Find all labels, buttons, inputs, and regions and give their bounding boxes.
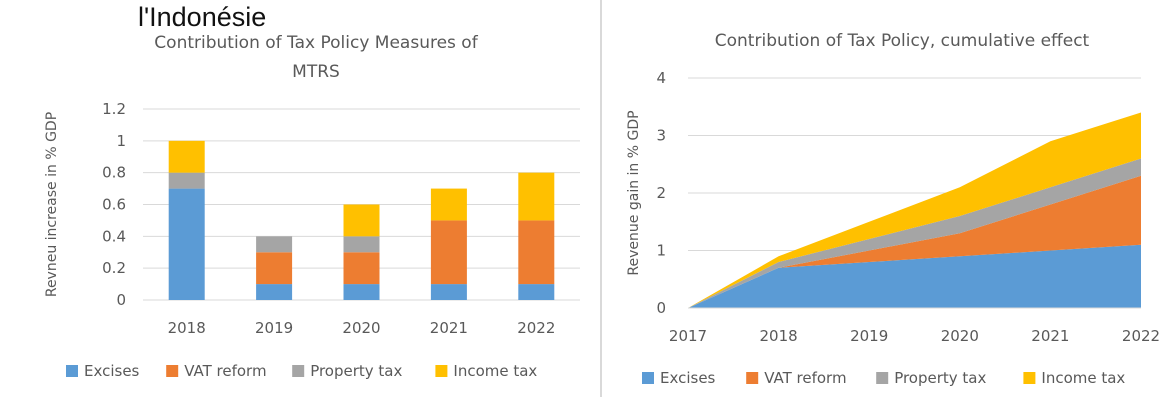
y-tick-label: 0.6 [102, 196, 126, 214]
y-tick-label: 4 [656, 69, 666, 87]
legend-label: Income tax [1041, 369, 1125, 387]
y-tick-label: 1.2 [102, 100, 126, 118]
y-axis-label: Revenue gain in % GDP [626, 110, 642, 275]
area-series [688, 112, 1141, 308]
bar-segment [168, 172, 205, 189]
legend-label: Property tax [310, 362, 402, 380]
bar-segment [343, 284, 380, 300]
legend-swatch [746, 372, 759, 384]
legend-label: VAT reform [184, 362, 266, 380]
legend-swatch [642, 372, 654, 384]
bar-segment [256, 252, 293, 285]
legend-label: Excises [660, 369, 716, 387]
y-tick-label: 1 [116, 132, 126, 150]
bar-segment [518, 284, 555, 300]
left-chart-panel: Contribution of Tax Policy Measures of MT… [44, 33, 580, 380]
x-tick-label: 2021 [1031, 327, 1069, 345]
bar-chart: Contribution of Tax Policy Measures of MT… [44, 33, 580, 380]
x-tick-label: 2020 [342, 319, 380, 337]
area-series [688, 244, 1141, 308]
bar-segment [256, 236, 293, 253]
bar-segment [343, 252, 380, 285]
chart-title: Contribution of Tax Policy, cumulative e… [715, 31, 1090, 51]
y-tick-label: 0 [656, 299, 666, 317]
bar-segment [256, 284, 293, 300]
legend-swatch [876, 372, 889, 384]
y-tick-label: 0.4 [102, 227, 126, 245]
bar-segment [430, 188, 467, 221]
legend-label: Income tax [453, 362, 537, 380]
area-series [688, 175, 1141, 308]
x-tick-label: 2020 [941, 327, 979, 345]
bar-segment [343, 204, 380, 237]
x-tick-label: 2018 [760, 327, 798, 345]
bar-segment [518, 220, 555, 285]
bar-segment [518, 172, 555, 221]
bar-segment [430, 284, 467, 300]
x-tick-label: 2019 [255, 319, 293, 337]
y-tick-label: 0 [116, 291, 126, 309]
x-tick-label: 2022 [517, 319, 555, 337]
legend-label: VAT reform [764, 369, 846, 387]
area-chart: Contribution of Tax Policy, cumulative e… [626, 31, 1160, 387]
legend-swatch [1023, 372, 1036, 384]
x-tick-label: 2017 [669, 327, 707, 345]
y-tick-label: 3 [656, 127, 666, 145]
legend-swatch [166, 365, 179, 377]
bar-segment [168, 140, 205, 173]
bar-segment [343, 236, 380, 253]
chart-title: MTRS [292, 62, 340, 82]
x-tick-label: 2021 [430, 319, 468, 337]
legend-swatch [435, 365, 448, 377]
legend-swatch [292, 365, 305, 377]
right-chart-panel: Contribution of Tax Policy, cumulative e… [600, 0, 1166, 397]
legend-label: Property tax [894, 369, 986, 387]
bar-segment [168, 188, 205, 300]
y-tick-label: 1 [656, 242, 666, 260]
overlay-label: l'Indonésie [138, 2, 267, 32]
y-tick-label: 2 [656, 184, 666, 202]
x-tick-label: 2018 [168, 319, 206, 337]
y-tick-label: 0.8 [102, 164, 126, 182]
y-tick-label: 0.2 [102, 259, 126, 277]
x-tick-label: 2022 [1122, 327, 1160, 345]
legend-label: Excises [84, 362, 140, 380]
x-tick-label: 2019 [850, 327, 888, 345]
bar-segment [430, 220, 467, 285]
chart-title: Contribution of Tax Policy Measures of [154, 33, 478, 53]
y-axis-label: Revneu increase in % GDP [44, 112, 60, 297]
area-series [688, 158, 1141, 308]
legend-swatch [66, 365, 78, 377]
